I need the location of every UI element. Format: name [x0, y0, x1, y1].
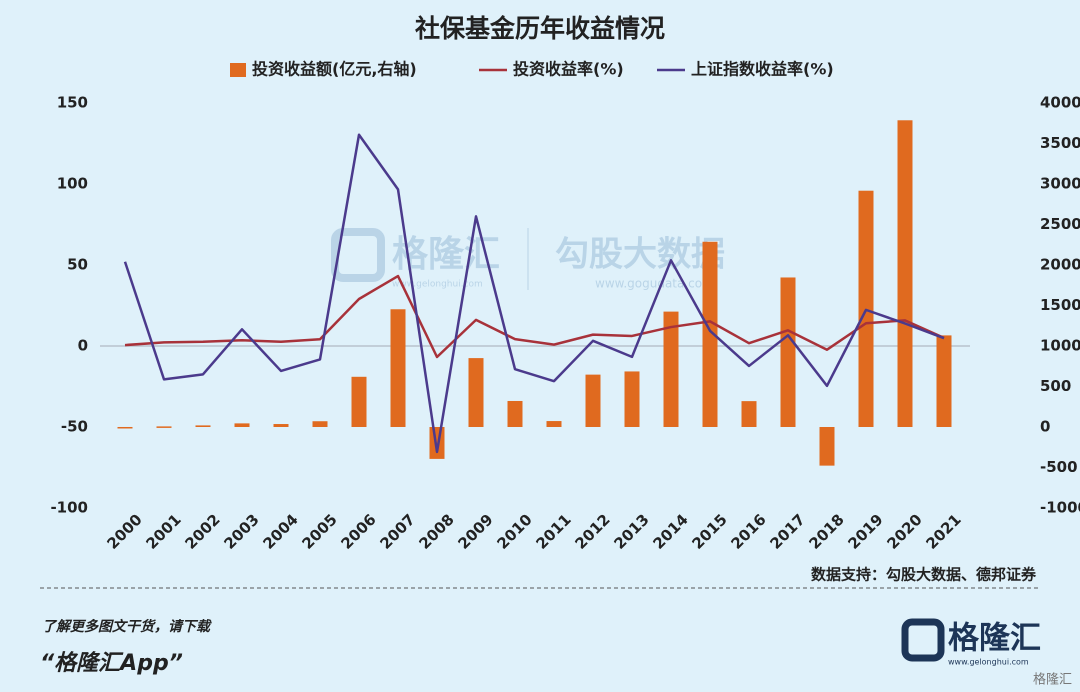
bar	[351, 376, 367, 427]
bar	[546, 421, 562, 427]
y-tick-label: 100	[57, 175, 88, 193]
watermark-data: 勾股大数据	[555, 235, 725, 275]
bar	[429, 427, 445, 459]
bar	[195, 425, 211, 427]
legend-swatch	[230, 63, 246, 77]
logo: 格隆汇	[948, 621, 1041, 657]
bar	[507, 400, 523, 427]
legend-label: 上证指数收益率(%)	[691, 60, 834, 79]
legend-label: 投资收益额(亿元,右轴)	[252, 60, 417, 79]
watermark-data-url: www.gogudata.com	[595, 277, 714, 291]
y-tick-label: -50	[61, 418, 88, 436]
y-tick-label: 50	[67, 256, 88, 274]
source: 数据支持：勾股大数据、德邦证券	[811, 566, 1037, 584]
bar	[897, 120, 913, 427]
y-tick-label: -100	[50, 499, 88, 517]
bar	[390, 309, 406, 427]
y2-tick-label: 2000	[1040, 256, 1080, 274]
app-name: “格隆汇App”	[40, 651, 183, 676]
y2-tick-label: 500	[1040, 377, 1071, 395]
y2-tick-label: 3000	[1040, 175, 1080, 193]
bar	[624, 371, 640, 427]
bar	[702, 241, 718, 427]
legend-label: 投资收益率(%)	[513, 60, 624, 79]
bar	[234, 423, 250, 427]
promo: 了解更多图文干货，请下载	[42, 618, 212, 635]
bar	[312, 421, 328, 427]
y2-tick-label: 3500	[1040, 134, 1080, 152]
logo-url: www.gelonghui.com	[948, 658, 1029, 667]
y2-tick-label: 2500	[1040, 215, 1080, 233]
chart-title: 社保基金历年收益情况	[415, 14, 665, 43]
bar	[780, 277, 796, 427]
y2-tick-label: 4000	[1040, 94, 1080, 112]
bar	[819, 427, 835, 466]
corner-mark: 格隆汇	[1033, 672, 1072, 688]
y-tick-label: 0	[78, 337, 88, 355]
y-tick-label: 150	[57, 94, 88, 112]
y2-tick-label: 1500	[1040, 296, 1080, 314]
y2-tick-label: 1000	[1040, 337, 1080, 355]
watermark-icon	[331, 228, 385, 282]
y2-tick-label: 0	[1040, 418, 1050, 436]
bar	[663, 311, 679, 427]
watermark-url: www.gelonghui.com	[392, 280, 483, 290]
bar	[156, 426, 172, 428]
bar	[273, 424, 289, 427]
line	[123, 133, 945, 454]
bar	[117, 426, 133, 429]
y2-tick-label: -500	[1040, 458, 1078, 476]
logo-icon	[901, 618, 945, 662]
y2-tick-label: -1000	[1040, 499, 1080, 517]
line	[124, 274, 945, 359]
bar	[585, 374, 601, 427]
bar	[741, 401, 757, 427]
bar	[468, 358, 484, 427]
bar	[936, 335, 952, 427]
